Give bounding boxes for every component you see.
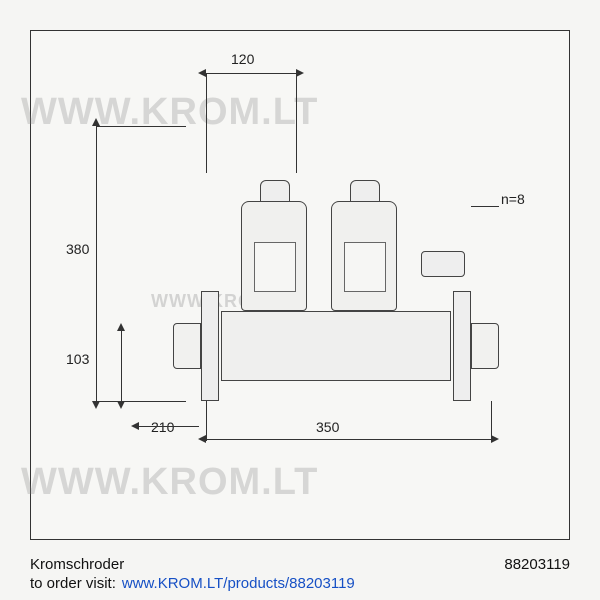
outlet-pipe [471, 323, 499, 369]
arrow-icon [131, 422, 139, 430]
ext-line [96, 126, 186, 127]
arrow-icon [198, 435, 206, 443]
dim-length: 350 [316, 419, 339, 435]
brand-label: Kromschroder [30, 556, 124, 573]
dim-top-width: 120 [231, 51, 254, 67]
flange-left [201, 291, 219, 401]
part-number: 88203119 [504, 556, 570, 573]
valve-body [221, 311, 451, 381]
dimline-350 [206, 439, 491, 440]
watermark-bottom: WWW.KROM.LT [21, 461, 318, 504]
ext-line [296, 73, 297, 173]
solenoid-cap [260, 180, 290, 202]
order-prefix: to order visit: [30, 575, 116, 592]
solenoid-1 [241, 201, 307, 311]
solenoid-2 [331, 201, 397, 311]
dimline-210 [139, 426, 199, 427]
arrow-icon [117, 323, 125, 331]
connector-plug [421, 251, 465, 277]
dimline-103 [121, 331, 122, 401]
arrow-icon [491, 435, 499, 443]
inlet-pipe [173, 323, 201, 369]
arrow-icon [92, 118, 100, 126]
valve-assembly [181, 161, 501, 421]
watermark-top: WWW.KROM.LT [21, 91, 318, 134]
ext-line [96, 401, 186, 402]
footer: Kromschroder 88203119 to order visit: ww… [30, 556, 570, 592]
dimline-top [206, 73, 296, 74]
drawing-frame: WWW.KROM.LT WWW.KROM.LT WWW.KROM.LT 120 … [30, 30, 570, 540]
arrow-icon [92, 401, 100, 409]
ext-line [206, 73, 207, 173]
arrow-icon [198, 69, 206, 77]
solenoid-plate [344, 242, 386, 292]
dim-103: 103 [66, 351, 89, 367]
order-link[interactable]: www.KROM.LT/products/88203119 [122, 575, 355, 592]
solenoid-plate [254, 242, 296, 292]
dimline-380 [96, 126, 97, 401]
dim-210: 210 [151, 419, 174, 435]
arrow-icon [117, 401, 125, 409]
arrow-icon [296, 69, 304, 77]
annotation-n: n=8 [501, 191, 525, 207]
solenoid-cap [350, 180, 380, 202]
flange-right [453, 291, 471, 401]
dim-height: 380 [66, 241, 89, 257]
